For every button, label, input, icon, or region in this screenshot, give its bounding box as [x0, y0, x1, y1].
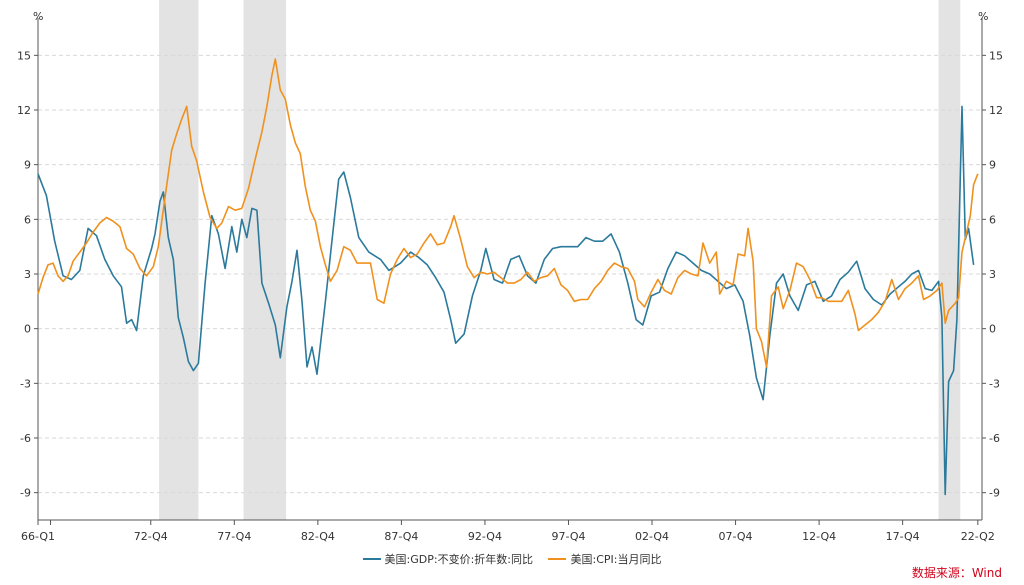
x-tick-label-11: 22-Q2	[961, 530, 995, 543]
x-tick-label-10: 17-Q4	[886, 530, 920, 543]
legend-swatch-gdp	[362, 558, 381, 560]
left-tick-label-3: 3	[24, 268, 31, 281]
legend: 美国:GDP:不变价:折年数:同比 美国:CPI:当月同比	[0, 550, 1024, 567]
x-tick-label-3: 82-Q4	[301, 530, 335, 543]
right-tick-label--9: -9	[989, 487, 1000, 500]
right-axis-unit: %	[978, 10, 988, 23]
left-tick-label-9: 9	[24, 159, 31, 172]
left-tick-label--3: -3	[20, 377, 31, 390]
legend-label-cpi: 美国:CPI:当月同比	[570, 553, 662, 566]
series-lines	[37, 58, 979, 496]
axes: -9 -9 -6 -6 -3 -3 0 0 3 3 6 6 9 9 12 12 15 15 66-Q1 72-Q4 77…	[17, 18, 1003, 543]
left-tick-label-6: 6	[24, 213, 31, 226]
right-tick-label-9: 9	[989, 159, 996, 172]
right-tick-label-15: 15	[989, 49, 1003, 62]
series-line-0	[37, 105, 975, 496]
x-tick-label-9: 12-Q4	[802, 530, 836, 543]
legend-label-gdp: 美国:GDP:不变价:折年数:同比	[384, 553, 533, 566]
left-tick-label-0: 0	[24, 323, 31, 336]
right-tick-label--6: -6	[989, 432, 1000, 445]
x-tick-label-2: 77-Q4	[217, 530, 251, 543]
right-tick-label-12: 12	[989, 104, 1003, 117]
legend-swatch-cpi	[548, 558, 567, 560]
right-tick-label-3: 3	[989, 268, 996, 281]
recession-band-2	[938, 0, 961, 520]
left-axis-unit: %	[33, 10, 43, 23]
left-tick-label--9: -9	[20, 487, 31, 500]
x-tick-label-1: 72-Q4	[134, 530, 168, 543]
right-tick-label--3: -3	[989, 377, 1000, 390]
legend-item-gdp[interactable]: 美国:GDP:不变价:折年数:同比	[362, 551, 533, 567]
source-note: 数据来源：Wind	[911, 566, 1002, 580]
x-tick-label-7: 02-Q4	[635, 530, 669, 543]
recession-band-1	[243, 0, 287, 520]
recession-bands	[159, 0, 961, 520]
x-tick-label-0: 66-Q1	[21, 530, 55, 543]
x-tick-label-4: 87-Q4	[384, 530, 418, 543]
series-line-1	[37, 58, 979, 368]
left-tick-label-12: 12	[17, 104, 31, 117]
x-tick-label-6: 97-Q4	[551, 530, 585, 543]
x-tick-label-8: 07-Q4	[719, 530, 753, 543]
left-tick-label-15: 15	[17, 49, 31, 62]
recession-band-0	[159, 0, 199, 520]
right-tick-label-0: 0	[989, 323, 996, 336]
x-tick-label-5: 92-Q4	[468, 530, 502, 543]
left-tick-label--6: -6	[20, 432, 31, 445]
right-tick-label-6: 6	[989, 213, 996, 226]
gridlines	[38, 54, 982, 494]
legend-item-cpi[interactable]: 美国:CPI:当月同比	[548, 551, 661, 567]
